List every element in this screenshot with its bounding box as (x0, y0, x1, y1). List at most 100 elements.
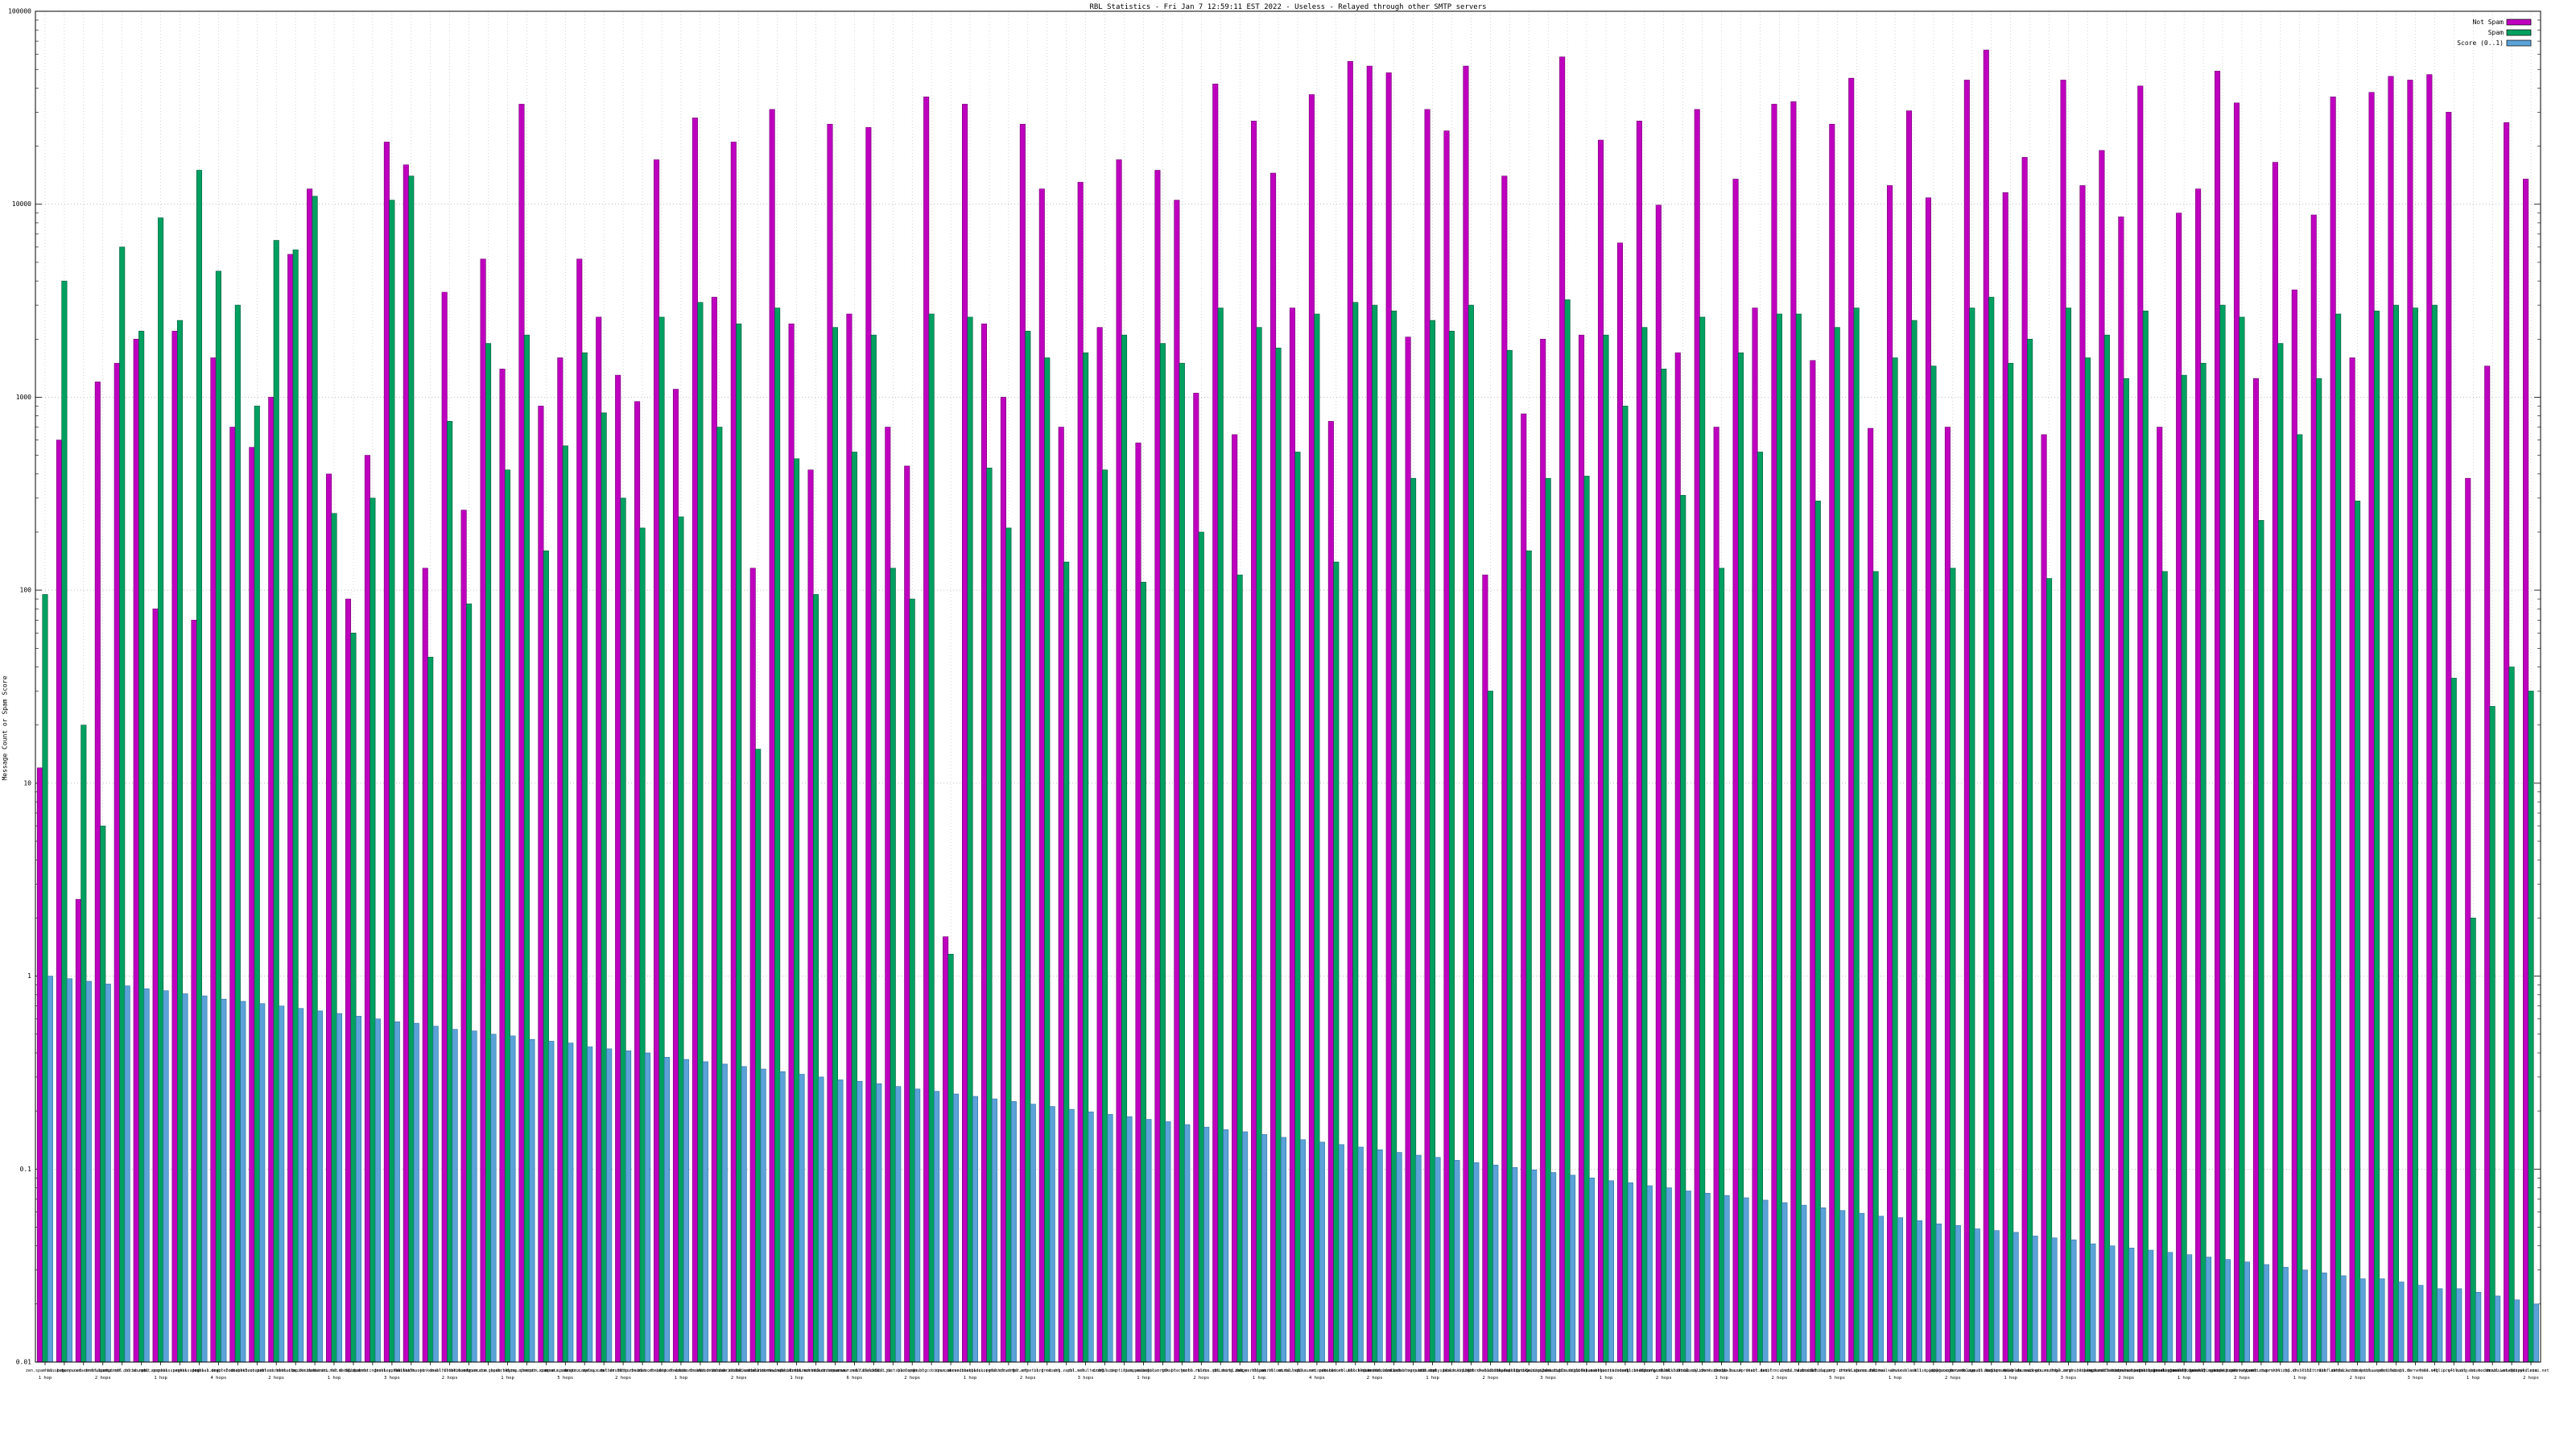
x-tick-label: http.dnsbl.sorbs.net (618, 1368, 667, 1373)
bar-score (1068, 1108, 1075, 1363)
bar-notspam (1019, 123, 1026, 1363)
bar-score (1646, 1185, 1653, 1363)
bar-spam (2316, 378, 2322, 1363)
bar-score (2398, 1282, 2405, 1363)
bar-notspam (980, 323, 988, 1363)
x-hops-label: 3 hops (1078, 1376, 1094, 1381)
x-tick-label: dnsbl.calivent.com.pe (1677, 1368, 1728, 1373)
bar-spam (986, 467, 993, 1363)
bar-spam (716, 427, 723, 1363)
x-tick-label: new.spam.dnsbl.sorbs.net (767, 1368, 825, 1373)
bar-score (1993, 1230, 2000, 1363)
bar-notspam (1482, 574, 1488, 1363)
bar-notspam (1193, 393, 1199, 1363)
x-tick-label: korea.services.net (1873, 1368, 1917, 1373)
bar-spam (1719, 568, 1725, 1363)
bar-score (779, 1071, 786, 1363)
x-hops-label: 1 hop (1426, 1376, 1439, 1381)
bar-score (1839, 1210, 1846, 1363)
bar-spam (1814, 500, 1821, 1363)
x-tick-label: bl.spamcop.net (47, 1368, 81, 1373)
bar-spam (1333, 561, 1340, 1363)
bar-score (1627, 1182, 1633, 1363)
bar-score (201, 995, 208, 1363)
x-tick-label: ips.backscatterer.org (2216, 1368, 2267, 1373)
bar-notspam (634, 401, 641, 1363)
x-tick-label: zen.spamhaus.org (26, 1368, 64, 1373)
x-tick-label: proxyabuse.bls.digibase.ca (1517, 1368, 1579, 1373)
x-tick-label: rbl.zenon.net (2053, 1368, 2084, 1373)
bar-notspam (2368, 92, 2375, 1363)
bar-score (394, 1021, 400, 1363)
bar-score (317, 1010, 324, 1363)
bar-spam (369, 497, 376, 1363)
bar-notspam (1270, 172, 1277, 1363)
bar-notspam (2021, 157, 2028, 1363)
x-tick-label: bogons.cymru.com (565, 1368, 604, 1373)
x-hops-label: 1 hop (2467, 1376, 2480, 1381)
x-tick-label: rbl.interserver.net (812, 1368, 858, 1373)
x-tick-label: dnsbl.sorbs.net (85, 1368, 121, 1373)
bar-score (2090, 1243, 2096, 1363)
x-tick-label: rbl.schulte.org (1067, 1368, 1104, 1373)
bar-notspam (1096, 327, 1103, 1363)
x-tick-label: dnsbl.darklist.de (1489, 1368, 1530, 1373)
bar-notspam (1000, 397, 1006, 1363)
bar-spam (2142, 310, 2149, 1363)
bar-spam (1930, 365, 1937, 1363)
bar-notspam (1790, 101, 1797, 1363)
bar-notspam (2484, 365, 2491, 1363)
bar-spam (1622, 406, 1629, 1363)
plot-border (35, 10, 2541, 1363)
bar-spam (42, 594, 48, 1363)
bar-spam (2431, 304, 2438, 1363)
bar-notspam (1540, 338, 1546, 1363)
bar-notspam (94, 382, 101, 1363)
bar-spam (2355, 500, 2361, 1363)
x-hops-label: 3 hops (2061, 1376, 2077, 1381)
x-tick-label: hostkarma.junkemailfilter.com (395, 1368, 465, 1373)
x-tick-label: bl.nosolicitado.org (1583, 1368, 1629, 1373)
bar-score (914, 1088, 921, 1363)
bar-score (529, 1038, 535, 1363)
x-tick-label: dialups.mail-abuse.org (1984, 1368, 2037, 1373)
bar-notspam (749, 568, 756, 1363)
bar-notspam (345, 598, 352, 1363)
bar-notspam (1848, 77, 1855, 1363)
bar-notspam (114, 362, 120, 1363)
bar-spam (1950, 568, 1956, 1363)
bar-score (240, 1001, 246, 1363)
bar-score (1377, 1149, 1383, 1363)
bar-score (124, 985, 130, 1363)
bar-notspam (191, 619, 197, 1363)
bar-spam (2103, 334, 2110, 1363)
bar-notspam (499, 369, 506, 1363)
x-tick-label: dnsbl.rizon.net (1781, 1368, 1817, 1373)
x-tick-label: bl.blocklist.de (856, 1368, 892, 1373)
bar-notspam (441, 291, 448, 1363)
bar-score (182, 993, 188, 1363)
bar-spam (2373, 310, 2380, 1363)
x-tick-label: rbl-plus.mail-abuse.org (2002, 1368, 2058, 1373)
bar-spam (1468, 304, 1474, 1363)
x-hops-label: 3 hops (384, 1376, 400, 1381)
bar-spam (466, 603, 473, 1363)
x-tick-label: black.dnsbl.brukalai.lt (1443, 1368, 1499, 1373)
bar-score (1859, 1212, 1865, 1363)
x-tick-label: block.dnsbl.sorbs.net (733, 1368, 783, 1373)
bar-spam (678, 516, 684, 1363)
legend-label: Spam (2488, 29, 2504, 36)
x-tick-label: bl.suomispam.net (1298, 1368, 1336, 1373)
bar-score (1801, 1204, 1807, 1363)
bar-notspam (596, 316, 602, 1363)
x-tick-label: dnsbl.inps.de (2380, 1368, 2412, 1373)
bar-notspam (383, 142, 390, 1363)
bar-score (741, 1066, 747, 1363)
x-tick-label: badnets.spameatingmonkey.net (2112, 1368, 2179, 1373)
bar-score (2321, 1272, 2327, 1363)
x-tick-label: spam.abuse.ch (935, 1368, 967, 1373)
bar-spam (2297, 434, 2303, 1363)
bar-score (548, 1041, 555, 1363)
